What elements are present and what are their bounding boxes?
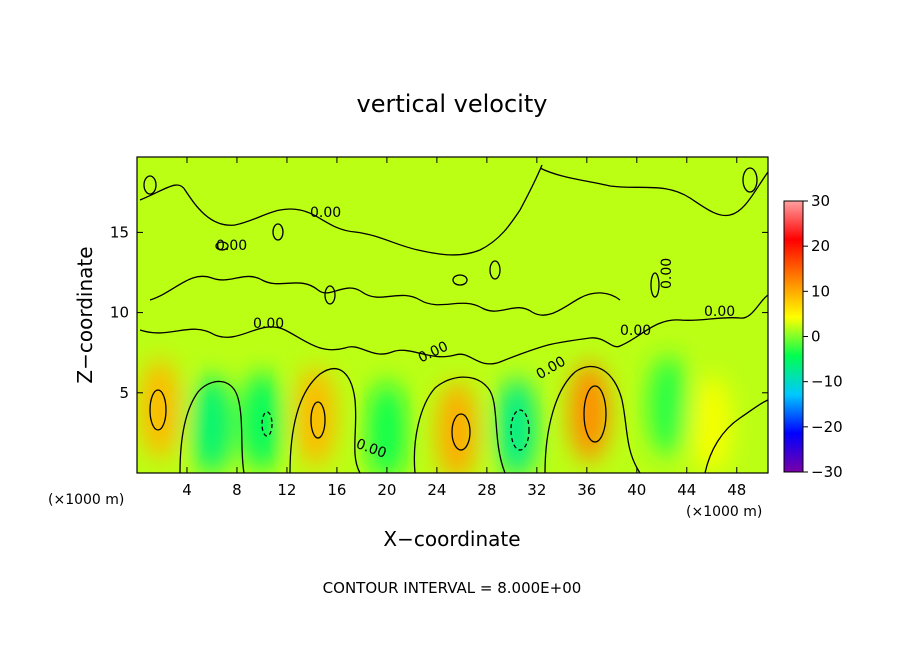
colorbar-tick-label: −20 [811,418,843,436]
y-tick-label: 5 [119,384,129,402]
y-tick-label: 10 [110,304,129,322]
x-tick-label: 40 [627,481,646,499]
x-tick-label: 24 [427,481,446,499]
field-cell [569,362,610,463]
contour-positive-4 [583,385,607,443]
contour-interval-caption: CONTOUR INTERVAL = 8.000E+00 [323,579,582,597]
x-axis: 4 8 12 16 20 24 28 32 36 40 44 48 (×1000 m) (×1000 … [48,157,762,551]
contour-positive-3 [451,413,471,451]
contour-lines [139,164,768,473]
contour-small-7 [143,175,157,195]
contour-small-8 [742,167,758,193]
field-cell [496,378,537,473]
x-tick-label: 20 [377,481,396,499]
colorbar-tick-label: −30 [811,463,843,481]
contour-small-1 [215,241,229,251]
chart-title: vertical velocity [357,90,548,118]
contour-zero-line-lower [179,366,768,473]
colorbar-tick-label: 0 [811,328,821,346]
contour-zero-line-top [139,164,768,256]
field-cell [436,381,477,473]
contour-negative-1 [261,411,273,437]
colorbar-tick-label: 30 [811,192,830,210]
contour-zero-line-middle [149,275,621,316]
contour-label: 0.00 [253,316,284,332]
colorbar: 30 20 10 0 −10 −20 −30 [783,192,843,481]
contour-zero-line-upper [139,294,768,365]
contour-label: 0.00 [310,205,341,221]
x-tick-label: 36 [577,481,596,499]
contour-label: 0.00 [620,323,651,339]
x-tick-label: 32 [527,481,546,499]
x-axis-label: X−coordinate [383,527,520,551]
field-cell [691,374,732,473]
field-cell [366,381,407,473]
x-tick-label: 48 [727,481,746,499]
x-tick-label: 28 [477,481,496,499]
y-tick-label: 15 [110,223,129,241]
contour-label: 0.00 [659,258,675,289]
field-cell [139,358,180,459]
contour-positive-1 [149,389,167,431]
plot-frame [136,156,769,474]
colorbar-tick-label: −10 [811,373,843,391]
colorbar-tick-label: 20 [811,237,830,255]
contour-negative-2 [510,409,530,451]
x-tick-label: 8 [232,481,242,499]
contour-small-5 [489,260,501,280]
colorbar-tick-label: 10 [811,282,830,300]
contour-small-6 [650,272,660,298]
field-cell [191,374,232,473]
x-tick-label: 12 [277,481,296,499]
field-cell [648,355,689,456]
contour-small-4 [452,274,468,286]
x-unit-left: (×1000 m) [48,492,124,508]
x-tick-label: 44 [677,481,696,499]
field-area: 0.00 0.00 0.00 0.00 0.00 0.00 0.00 0.00 … [137,157,768,473]
x-tick-label: 16 [327,481,346,499]
x-tick-label: 4 [182,481,192,499]
contour-label: 0.00 [704,304,735,320]
contour-positive-2 [310,401,326,439]
contour-small-3 [324,285,336,305]
y-axis: 5 10 15 Z−coordinate [73,223,768,402]
contour-label: 0.00 [216,238,247,254]
field-cell [295,366,336,467]
colorbar-bar [783,200,804,473]
x-unit-right: (×1000 m) [686,504,762,520]
contour-small-2 [272,223,284,241]
y-axis-label: Z−coordinate [73,246,97,383]
